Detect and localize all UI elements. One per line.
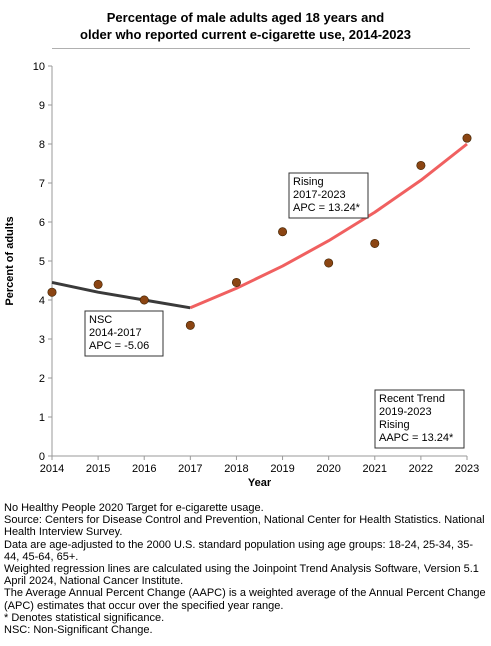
x-tick-label: 2022 bbox=[409, 463, 433, 475]
x-tick-label: 2023 bbox=[455, 463, 479, 475]
title-divider bbox=[52, 48, 470, 49]
annotation-text: NSC bbox=[89, 314, 112, 326]
x-axis-title: Year bbox=[248, 477, 272, 489]
data-point bbox=[139, 295, 149, 305]
y-tick-label: 6 bbox=[39, 217, 45, 229]
chart-title-line-2: older who reported current e-cigarette u… bbox=[80, 27, 411, 42]
footnotes: No Healthy People 2020 Target for e-ciga… bbox=[4, 502, 488, 636]
chart-title-line-1: Percentage of male adults aged 18 years … bbox=[106, 10, 385, 25]
y-tick-label: 0 bbox=[39, 451, 45, 463]
data-point bbox=[93, 279, 103, 289]
data-point bbox=[185, 320, 195, 330]
y-tick-label: 9 bbox=[39, 100, 45, 112]
annotation-box-1 bbox=[84, 310, 164, 357]
annotation-text: 2017-2023 bbox=[293, 189, 346, 201]
y-tick-label: 7 bbox=[39, 178, 45, 190]
annotation-text: Rising bbox=[293, 176, 324, 188]
annotation-text: AAPC = 13.24* bbox=[379, 432, 454, 444]
x-tick-label: 2020 bbox=[316, 463, 340, 475]
footnote-6: * Denotes statistical significance. bbox=[4, 611, 165, 624]
annotation-text: 2019-2023 bbox=[379, 406, 432, 418]
y-tick-label: 5 bbox=[39, 256, 45, 268]
chart-svg: 0 1 2 3 4 5 6 7 8 9 10 2014 2015 2016 2017 2018 2019 2020… bbox=[4, 61, 479, 489]
data-point bbox=[462, 133, 472, 143]
annotation-box-2 bbox=[288, 172, 369, 219]
x-tick-label: 2018 bbox=[224, 463, 248, 475]
annotation-text: Recent Trend bbox=[379, 393, 445, 405]
y-tick-label: 1 bbox=[39, 412, 45, 424]
data-point bbox=[416, 160, 426, 170]
footnote-2: Source: Centers for Disease Control and … bbox=[4, 514, 485, 539]
x-tick-label: 2017 bbox=[178, 463, 202, 475]
data-point bbox=[324, 258, 334, 268]
footnote-7: NSC: Non-Significant Change. bbox=[4, 624, 153, 637]
data-point bbox=[370, 238, 380, 248]
footnote-3: Data are age-adjusted to the 2000 U.S. s… bbox=[4, 538, 474, 563]
y-axis-title: Percent of adults bbox=[4, 216, 16, 305]
data-point bbox=[231, 277, 241, 287]
annotation-text: 2014-2017 bbox=[89, 327, 142, 339]
annotation-text: Rising bbox=[379, 419, 410, 431]
data-point bbox=[47, 287, 57, 297]
trend-line-2 bbox=[189, 142, 468, 310]
annotation-text: APC = 13.24* bbox=[293, 202, 361, 214]
x-tick-label: 2019 bbox=[270, 463, 294, 475]
x-tick-label: 2021 bbox=[363, 463, 387, 475]
y-tick-label: 2 bbox=[39, 373, 45, 385]
y-tick-label: 3 bbox=[39, 334, 45, 346]
y-tick-label: 8 bbox=[39, 139, 45, 151]
footnote-5: The Average Annual Percent Change (AAPC)… bbox=[4, 587, 486, 612]
annotation-box-3 bbox=[374, 389, 465, 449]
trend-line-1 bbox=[51, 280, 191, 310]
footnote-4: Weighted regression lines are calculated… bbox=[4, 563, 479, 588]
annotation-text: APC = -5.06 bbox=[89, 340, 149, 352]
footnote-1: No Healthy People 2020 Target for e-ciga… bbox=[4, 502, 264, 514]
x-tick-label: 2015 bbox=[86, 463, 110, 475]
data-point bbox=[278, 227, 288, 237]
x-tick-label: 2014 bbox=[40, 463, 64, 475]
x-tick-label: 2016 bbox=[132, 463, 156, 475]
chart-title: Percentage of male adults aged 18 years … bbox=[0, 9, 491, 43]
y-tick-label: 4 bbox=[39, 295, 45, 307]
y-tick-label: 10 bbox=[33, 61, 45, 73]
